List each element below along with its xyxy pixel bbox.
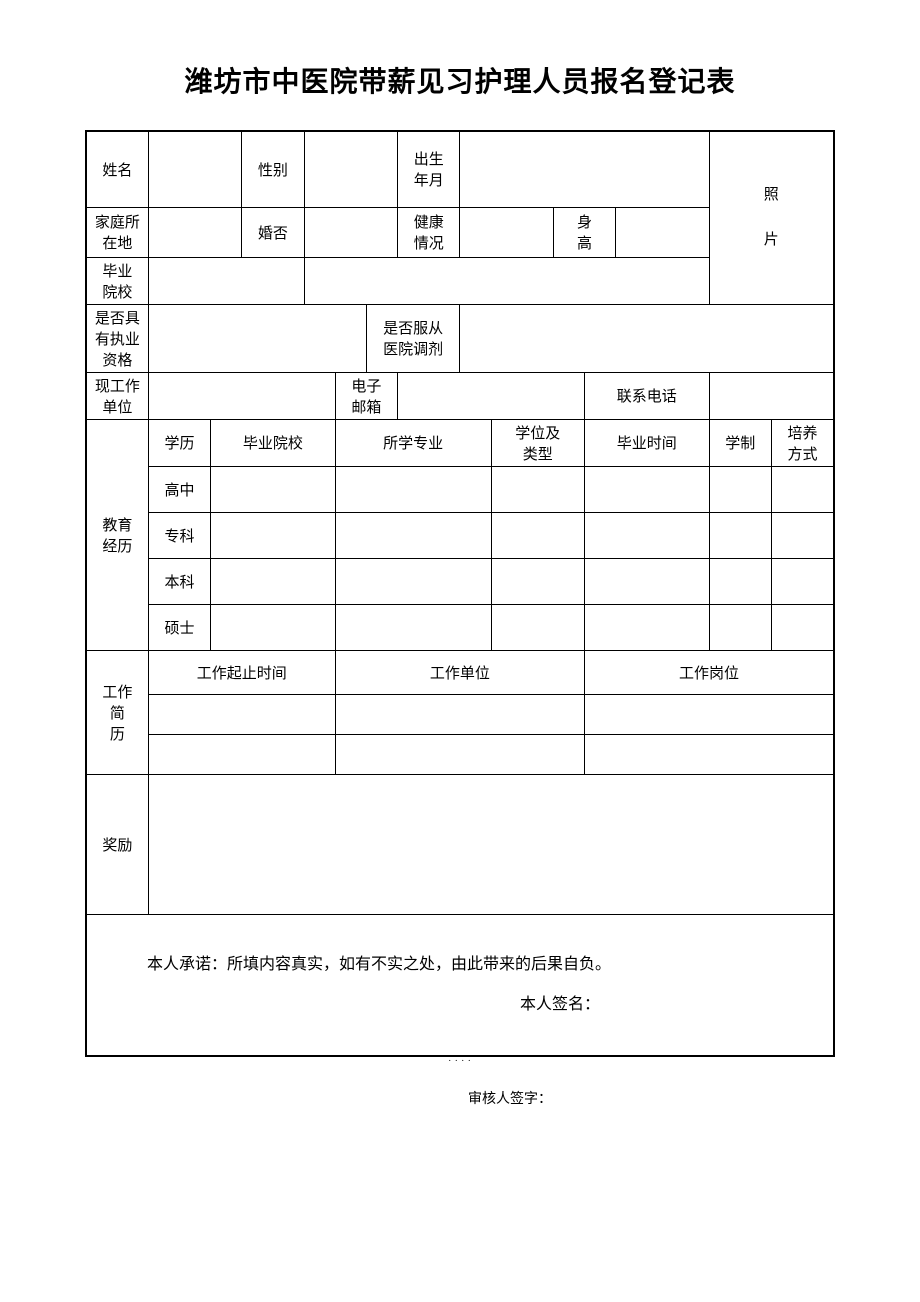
label-phone: 联系电话 — [585, 372, 710, 419]
label-accept-assign: 是否服从 医院调剂 — [366, 304, 459, 372]
label-name: 姓名 — [86, 131, 148, 207]
edu-r1-school — [211, 466, 336, 512]
label-birth: 出生 年月 — [398, 131, 460, 207]
edu-r3-system — [709, 558, 771, 604]
binding-dots: . . . . — [85, 1053, 835, 1063]
edu-r3-school — [211, 558, 336, 604]
edu-r4-degree: 硕士 — [148, 604, 210, 650]
value-birth — [460, 131, 709, 207]
value-married — [304, 207, 397, 257]
edu-r3-major — [335, 558, 491, 604]
edu-r3-gradtime — [585, 558, 710, 604]
value-email — [398, 372, 585, 419]
edu-r2-degtype — [491, 512, 584, 558]
footer-reviewer-sign: 审核人签字： — [85, 1088, 835, 1108]
edu-r2-system — [709, 512, 771, 558]
label-health: 健康 情况 — [398, 207, 460, 257]
edu-r3-degtype — [491, 558, 584, 604]
edu-hdr-major: 所学专业 — [335, 419, 491, 466]
edu-r1-degree: 高中 — [148, 466, 210, 512]
work-r2-employer — [335, 734, 584, 774]
edu-r2-major — [335, 512, 491, 558]
label-married: 婚否 — [242, 207, 304, 257]
value-accept-assign — [460, 304, 834, 372]
label-gradschool: 毕业 院校 — [86, 257, 148, 304]
edu-r2-gradtime — [585, 512, 710, 558]
value-gradschool-2 — [304, 257, 709, 304]
value-gender — [304, 131, 397, 207]
value-height — [616, 207, 709, 257]
label-current-employer: 现工作 单位 — [86, 372, 148, 419]
edu-r4-school — [211, 604, 336, 650]
edu-r2-school — [211, 512, 336, 558]
edu-hdr-gradtime: 毕业时间 — [585, 419, 710, 466]
form-title: 潍坊市中医院带薪见习护理人员报名登记表 — [85, 60, 835, 100]
registration-table: 姓名 性别 出生 年月 照片 家庭所 在地 婚否 健康 情况 身 高 毕业 院校… — [85, 130, 835, 1057]
work-r1-period — [148, 694, 335, 734]
edu-r4-mode — [771, 604, 834, 650]
label-home: 家庭所 在地 — [86, 207, 148, 257]
declaration-signature: 本人签名： — [147, 985, 793, 1025]
value-phone — [709, 372, 834, 419]
work-r2-position — [585, 734, 835, 774]
label-gender: 性别 — [242, 131, 304, 207]
label-award: 奖励 — [86, 774, 148, 914]
label-edu-section: 教育 经历 — [86, 419, 148, 650]
label-height: 身 高 — [553, 207, 615, 257]
work-r2-period — [148, 734, 335, 774]
edu-r3-degree: 本科 — [148, 558, 210, 604]
label-work-section: 工作 简 历 — [86, 650, 148, 774]
edu-r3-mode — [771, 558, 834, 604]
work-r1-employer — [335, 694, 584, 734]
label-photo: 照片 — [709, 131, 834, 304]
edu-r1-mode — [771, 466, 834, 512]
label-email: 电子 邮箱 — [335, 372, 397, 419]
edu-hdr-degtype: 学位及 类型 — [491, 419, 584, 466]
value-name — [148, 131, 241, 207]
edu-r4-degtype — [491, 604, 584, 650]
edu-r2-degree: 专科 — [148, 512, 210, 558]
edu-hdr-system: 学制 — [709, 419, 771, 466]
edu-hdr-school: 毕业院校 — [211, 419, 336, 466]
edu-r4-system — [709, 604, 771, 650]
edu-r1-system — [709, 466, 771, 512]
work-r1-position — [585, 694, 835, 734]
label-license: 是否具 有执业 资格 — [86, 304, 148, 372]
value-current-employer — [148, 372, 335, 419]
value-award — [148, 774, 834, 914]
edu-r1-degtype — [491, 466, 584, 512]
edu-hdr-degree: 学历 — [148, 419, 210, 466]
declaration-line1: 本人承诺：所填内容真实，如有不实之处，由此带来的后果自负。 — [147, 945, 793, 985]
value-gradschool-1 — [148, 257, 304, 304]
edu-r1-gradtime — [585, 466, 710, 512]
edu-r1-major — [335, 466, 491, 512]
edu-r4-gradtime — [585, 604, 710, 650]
edu-r4-major — [335, 604, 491, 650]
work-hdr-employer: 工作单位 — [335, 650, 584, 694]
edu-r2-mode — [771, 512, 834, 558]
declaration-cell: 本人承诺：所填内容真实，如有不实之处，由此带来的后果自负。 本人签名： — [86, 914, 834, 1056]
value-home — [148, 207, 241, 257]
value-license — [148, 304, 366, 372]
work-hdr-position: 工作岗位 — [585, 650, 835, 694]
value-health — [460, 207, 553, 257]
work-hdr-period: 工作起止时间 — [148, 650, 335, 694]
edu-hdr-mode: 培养 方式 — [771, 419, 834, 466]
